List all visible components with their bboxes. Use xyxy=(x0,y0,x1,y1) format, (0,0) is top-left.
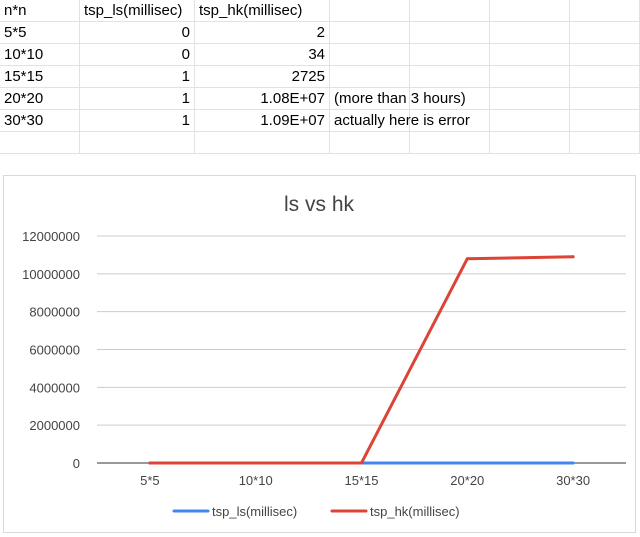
legend-label[interactable]: tsp_hk(millisec) xyxy=(370,504,460,519)
table-cell[interactable] xyxy=(410,110,490,132)
table-cell[interactable]: 30*30 xyxy=(0,110,80,132)
header-cell[interactable] xyxy=(330,0,410,22)
table-cell[interactable]: 2725 xyxy=(195,66,330,88)
table-cell[interactable] xyxy=(570,132,640,154)
table-cell[interactable] xyxy=(0,132,80,154)
header-cell[interactable]: n*n xyxy=(0,0,80,22)
table-cell[interactable] xyxy=(330,132,410,154)
spreadsheet-grid: n*n tsp_ls(millisec) tsp_hk(millisec) 5*5 0 2… xyxy=(0,0,640,175)
table-cell[interactable] xyxy=(330,44,410,66)
x-tick-label: 30*30 xyxy=(556,473,590,488)
y-tick-label: 2000000 xyxy=(29,418,80,433)
y-tick-label: 4000000 xyxy=(29,380,80,395)
table-cell[interactable] xyxy=(570,44,640,66)
table-cell[interactable]: 1 xyxy=(80,88,195,110)
table-cell[interactable] xyxy=(490,88,570,110)
table-row: 20*20 1 1.08E+07 (more than 3 hours) xyxy=(0,88,640,110)
x-tick-label: 20*20 xyxy=(450,473,484,488)
table-cell[interactable]: 20*20 xyxy=(0,88,80,110)
legend-label[interactable]: tsp_ls(millisec) xyxy=(212,504,297,519)
table-cell[interactable]: 0 xyxy=(80,22,195,44)
table-cell[interactable] xyxy=(570,22,640,44)
header-cell[interactable] xyxy=(570,0,640,22)
table-cell[interactable]: 34 xyxy=(195,44,330,66)
table-row: 10*10 0 34 xyxy=(0,44,640,66)
table-cell[interactable]: 5*5 xyxy=(0,22,80,44)
y-tick-label: 6000000 xyxy=(29,343,80,358)
table-cell[interactable]: 1.09E+07 xyxy=(195,110,330,132)
header-cell[interactable] xyxy=(490,0,570,22)
line-chart[interactable]: ls vs hk 0 2000000 4000000 6000000 8000000 10… xyxy=(3,175,636,533)
table-cell[interactable]: 2 xyxy=(195,22,330,44)
data-point[interactable] xyxy=(465,257,469,261)
x-tick-label: 15*15 xyxy=(345,473,379,488)
table-cell[interactable] xyxy=(490,22,570,44)
table-cell[interactable] xyxy=(330,66,410,88)
data-point[interactable] xyxy=(571,461,575,465)
table-cell[interactable] xyxy=(195,132,330,154)
table-cell[interactable] xyxy=(490,132,570,154)
table-cell[interactable] xyxy=(570,110,640,132)
y-tick-label: 10000000 xyxy=(22,267,80,282)
table-cell[interactable] xyxy=(330,22,410,44)
series-line-2[interactable] xyxy=(148,255,575,465)
table-cell[interactable] xyxy=(410,66,490,88)
table-row: 5*5 0 2 xyxy=(0,22,640,44)
data-point[interactable] xyxy=(254,461,258,465)
header-row: n*n tsp_ls(millisec) tsp_hk(millisec) xyxy=(0,0,640,22)
data-point[interactable] xyxy=(148,461,152,465)
data-point[interactable] xyxy=(571,255,575,259)
table-cell[interactable] xyxy=(80,132,195,154)
y-tick-label: 12000000 xyxy=(22,229,80,244)
table-cell[interactable] xyxy=(490,66,570,88)
table-cell[interactable] xyxy=(410,22,490,44)
table-cell[interactable]: actually here is error xyxy=(330,110,470,132)
header-cell[interactable]: tsp_ls(millisec) xyxy=(80,0,195,22)
y-tick-label: 0 xyxy=(73,456,80,471)
table-cell[interactable] xyxy=(570,88,640,110)
table-cell[interactable]: 15*15 xyxy=(0,66,80,88)
table-cell[interactable]: (more than 3 hours) xyxy=(330,88,466,110)
chart-title: ls vs hk xyxy=(284,193,355,216)
table-cell[interactable]: 1 xyxy=(80,66,195,88)
data-point[interactable] xyxy=(360,461,363,465)
table-row: 30*30 1 1.09E+07 actually here is error xyxy=(0,110,640,132)
table-cell[interactable] xyxy=(490,44,570,66)
data-point[interactable] xyxy=(465,461,469,465)
table-cell[interactable] xyxy=(410,44,490,66)
header-cell[interactable] xyxy=(410,0,490,22)
table-cell[interactable] xyxy=(570,66,640,88)
table-cell[interactable]: 1 xyxy=(80,110,195,132)
table-row xyxy=(0,132,640,154)
table-cell[interactable]: 1.08E+07 xyxy=(195,88,330,110)
x-tick-label: 5*5 xyxy=(140,473,160,488)
table-cell[interactable] xyxy=(490,110,570,132)
header-cell[interactable]: tsp_hk(millisec) xyxy=(195,0,330,22)
table-cell[interactable] xyxy=(410,88,490,110)
y-tick-label: 8000000 xyxy=(29,305,80,320)
chart-svg: ls vs hk 0 2000000 4000000 6000000 8000000 10… xyxy=(22,193,626,519)
table-cell[interactable]: 10*10 xyxy=(0,44,80,66)
x-tick-label: 10*10 xyxy=(239,473,273,488)
table-cell[interactable]: 0 xyxy=(80,44,195,66)
table-cell[interactable] xyxy=(410,132,490,154)
table-row: 15*15 1 2725 xyxy=(0,66,640,88)
